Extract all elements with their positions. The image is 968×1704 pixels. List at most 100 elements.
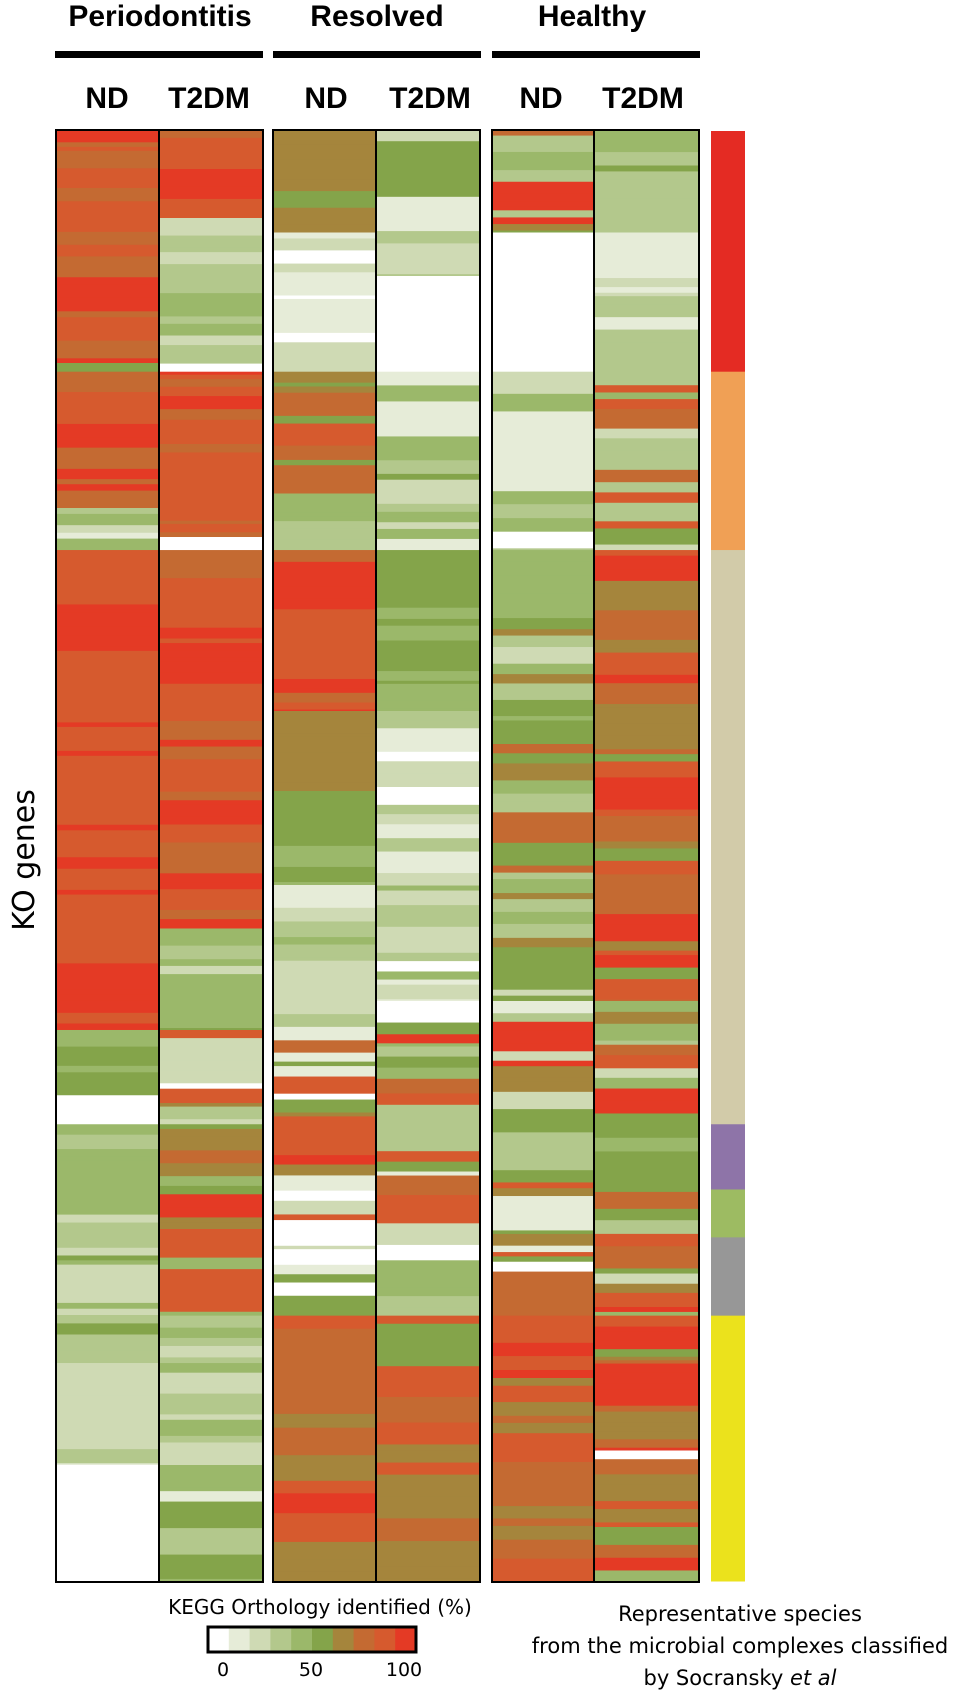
heatmap-cell-periodontitis-nd (57, 391, 158, 401)
heatmap-cell-healthy-t2dm (595, 848, 698, 862)
heatmap-cell-resolved-t2dm (377, 503, 479, 513)
heatmap-cell-healthy-nd (493, 728, 593, 734)
heatmap-cell-healthy-t2dm (595, 296, 698, 305)
heatmap-cell-periodontitis-nd (57, 201, 158, 208)
colorbar-swatch-5 (291, 1627, 313, 1652)
heatmap-cell-healthy-nd (493, 937, 593, 948)
heatmap-cell-healthy-nd (493, 1330, 593, 1344)
heatmap-cell-resolved-nd (274, 1083, 375, 1090)
group-label-periodontitis: Periodontitis (68, 0, 251, 33)
colorbar-tick-0: 0 (217, 1659, 229, 1681)
heatmap-cell-healthy-nd (493, 753, 593, 765)
heatmap-cell-resolved-nd (274, 1335, 375, 1345)
heatmap-cell-healthy-t2dm (595, 1001, 698, 1013)
heatmap-cell-periodontitis-t2dm (160, 739, 262, 748)
heatmap-cell-healthy-t2dm (595, 1450, 698, 1460)
colorbar-swatch-10 (395, 1627, 417, 1652)
heatmap-cell-healthy-t2dm (595, 512, 698, 522)
heatmap-cell-healthy-t2dm (595, 392, 698, 400)
heatmap-cell-resolved-nd (274, 1463, 375, 1469)
heatmap-cell-resolved-nd (274, 465, 375, 472)
heatmap-cell-periodontitis-t2dm (160, 218, 262, 233)
heatmap-cell-healthy-nd (493, 360, 593, 372)
heatmap-cell-resolved-t2dm (377, 607, 479, 620)
heatmap-cell-resolved-t2dm (377, 201, 479, 216)
heatmap-cell-healthy-nd (493, 1485, 593, 1492)
heatmap-cell-healthy-nd (493, 1066, 593, 1078)
heatmap-cell-healthy-t2dm (595, 1246, 698, 1257)
heatmap-cell-healthy-nd (493, 1233, 593, 1247)
heatmap-cell-resolved-t2dm (377, 814, 479, 825)
heatmap-cell-resolved-nd (274, 1093, 375, 1101)
heatmap-cell-periodontitis-t2dm (160, 638, 262, 644)
heatmap-cell-healthy-t2dm (595, 1383, 698, 1390)
heatmap-cell-periodontitis-t2dm (160, 1456, 262, 1466)
heatmap-cell-healthy-t2dm (595, 1077, 698, 1090)
heatmap-cell-periodontitis-t2dm (160, 1487, 262, 1492)
heatmap-cell-periodontitis-nd (57, 824, 158, 831)
heatmap-cell-healthy-nd (493, 1402, 593, 1417)
heatmap-cell-resolved-nd (274, 493, 375, 501)
heatmap-cell-healthy-t2dm (595, 683, 698, 695)
heatmap-cell-periodontitis-nd (57, 1080, 158, 1095)
heatmap-cell-resolved-t2dm (377, 1296, 479, 1305)
heatmap-cell-healthy-nd (493, 793, 593, 803)
heatmap-cell-healthy-nd (493, 686, 593, 701)
heatmap-cell-resolved-t2dm (377, 401, 479, 416)
heatmap-cell-resolved-t2dm (377, 414, 479, 429)
heatmap-cell-resolved-nd (274, 263, 375, 273)
complex-segment-7 (711, 1315, 745, 1582)
heatmap-cell-healthy-nd (493, 1109, 593, 1123)
heatmap-cell-resolved-t2dm (377, 777, 479, 788)
heatmap-cell-periodontitis-nd (57, 950, 158, 955)
complex-segment-6 (711, 1237, 745, 1317)
heatmap-cell-resolved-nd (274, 1131, 375, 1147)
heatmap-cell-healthy-nd (493, 232, 593, 242)
heatmap-cell-resolved-nd (274, 810, 375, 823)
heatmap-cell-healthy-nd (493, 224, 593, 232)
heatmap-cell-periodontitis-nd (57, 1302, 158, 1310)
heatmap-cell-resolved-nd (274, 1249, 375, 1260)
heatmap-cell-healthy-nd (493, 375, 593, 386)
heatmap-cell-healthy-t2dm (595, 1134, 698, 1139)
heatmap-cell-healthy-nd (493, 699, 593, 713)
heatmap-cell-healthy-t2dm (595, 1273, 698, 1285)
heatmap-cell-resolved-t2dm (377, 251, 479, 263)
heatmap-cell-periodontitis-nd (57, 508, 158, 515)
heatmap-cell-healthy-nd (493, 774, 593, 781)
heatmap-cell-resolved-t2dm (377, 901, 479, 906)
heatmap-cell-periodontitis-nd (57, 963, 158, 977)
heatmap-cell-healthy-nd (493, 1444, 593, 1454)
heatmap-cell-healthy-t2dm (595, 469, 698, 483)
heatmap-cell-periodontitis-nd (57, 142, 158, 148)
heatmap-cell-healthy-nd (493, 1196, 593, 1210)
heatmap-cell-resolved-nd (274, 678, 375, 690)
heatmap-cell-periodontitis-t2dm (160, 1554, 262, 1566)
heatmap-cell-resolved-t2dm (377, 1198, 479, 1211)
heatmap-cell-healthy-t2dm (595, 555, 698, 560)
heatmap-cell-healthy-t2dm (595, 1447, 698, 1452)
heatmap-cell-periodontitis-nd (57, 277, 158, 286)
heatmap-cell-periodontitis-t2dm (160, 1106, 262, 1120)
heatmap-cell-periodontitis-t2dm (160, 1124, 262, 1130)
heatmap-cell-resolved-t2dm (377, 885, 479, 892)
heatmap-cell-healthy-nd (493, 328, 593, 343)
heatmap-cell-resolved-t2dm (377, 1509, 479, 1519)
heatmap-cell-healthy-nd (493, 801, 593, 813)
heatmap-cell-healthy-nd (493, 1539, 593, 1554)
heatmap-cell-periodontitis-nd (57, 1315, 158, 1324)
heatmap-cell-periodontitis-nd (57, 1449, 158, 1459)
heatmap-cell-periodontitis-nd (57, 1012, 158, 1025)
heatmap-cell-healthy-t2dm (595, 1484, 698, 1497)
heatmap-cell-resolved-t2dm (377, 389, 479, 403)
heatmap-cell-periodontitis-nd (57, 168, 158, 183)
heatmap-cell-resolved-t2dm (377, 1001, 479, 1012)
heatmap-cell-healthy-nd (493, 1256, 593, 1263)
heatmap-cell-healthy-t2dm (595, 1297, 698, 1303)
heatmap-cell-periodontitis-t2dm (160, 1060, 262, 1072)
heatmap-cell-resolved-nd (274, 1200, 375, 1216)
heatmap-cell-resolved-t2dm (377, 864, 479, 874)
heatmap-cell-periodontitis-nd (57, 843, 158, 848)
heatmap-cell-periodontitis-t2dm (160, 1088, 262, 1098)
heatmap-cell-resolved-nd (274, 191, 375, 202)
